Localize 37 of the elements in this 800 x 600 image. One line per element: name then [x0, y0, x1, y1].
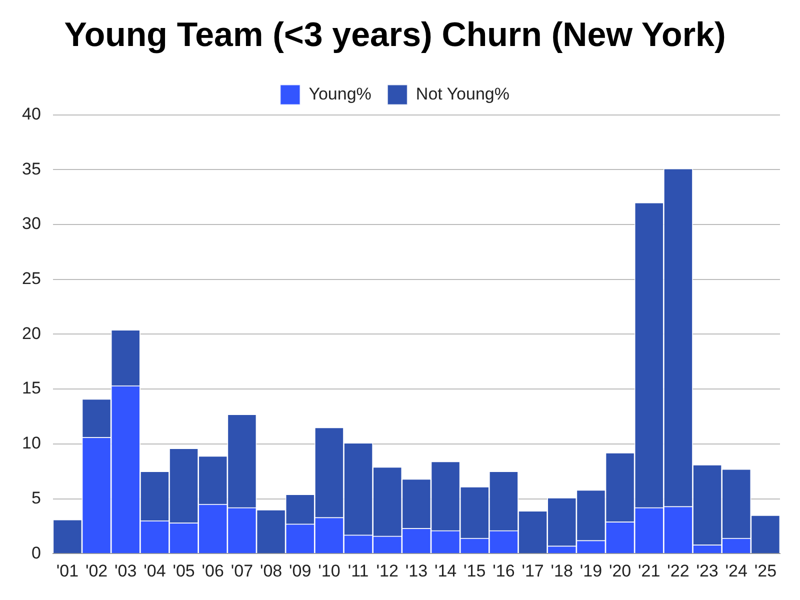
- x-tick-label: '13: [405, 561, 428, 580]
- x-tick-label: '01: [56, 561, 79, 580]
- x-tick-label: '23: [696, 561, 718, 580]
- x-tick-label: '19: [580, 561, 602, 580]
- x-tick-label: '02: [85, 561, 108, 580]
- x-tick-label: '14: [434, 561, 457, 580]
- x-tick-label: '18: [550, 561, 573, 580]
- x-tick-label: '20: [608, 561, 632, 580]
- x-tick-label: '24: [725, 561, 748, 580]
- y-tick-label: 30: [22, 214, 41, 234]
- x-tick-label: '15: [464, 561, 486, 580]
- y-tick-label: 35: [22, 159, 41, 178]
- x-tick-label: '09: [289, 561, 312, 580]
- y-tick-label: 20: [22, 324, 41, 343]
- x-tick-label: '12: [376, 561, 398, 580]
- x-tick-label: '06: [202, 561, 224, 580]
- x-tick-label: '17: [522, 561, 544, 580]
- x-tick-label: '04: [144, 561, 166, 580]
- x-tick-label: '25: [754, 561, 777, 580]
- y-tick-label: 40: [22, 104, 41, 124]
- x-tick-label: '10: [318, 561, 340, 580]
- chart-title: Young Team (<3 years) Churn (New York): [64, 16, 726, 54]
- y-tick-label: 10: [22, 434, 41, 453]
- x-tick-label: '05: [172, 561, 195, 580]
- y-tick-label: 5: [31, 488, 41, 508]
- y-tick-label: 25: [22, 269, 41, 288]
- x-tick-label: '22: [667, 561, 690, 580]
- x-tick-label: '11: [348, 561, 369, 580]
- legend-label: Young%: [308, 84, 372, 104]
- legend-label: Not Young%: [416, 84, 510, 104]
- x-tick-label: '08: [260, 561, 282, 580]
- x-tick-label: '21: [638, 561, 660, 580]
- x-tick-label: '07: [230, 561, 254, 580]
- y-tick-label: 15: [22, 378, 41, 398]
- x-tick-label: '16: [492, 561, 515, 580]
- y-tick-label: 0: [31, 543, 41, 562]
- x-tick-label: '03: [114, 561, 137, 580]
